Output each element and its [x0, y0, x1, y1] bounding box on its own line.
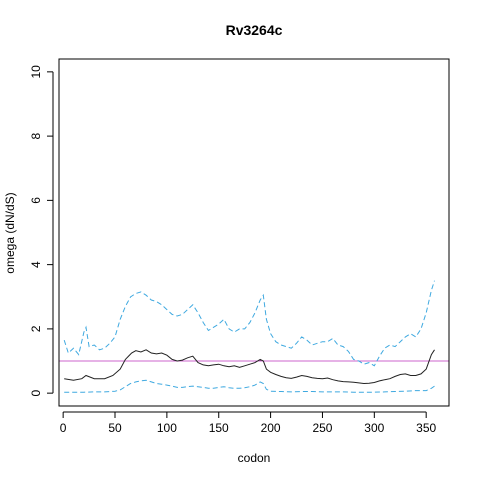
x-axis-label: codon: [238, 451, 271, 465]
y-tick-label: 4: [29, 261, 43, 268]
y-tick-label: 6: [29, 197, 43, 204]
chart-title: Rv3264c: [226, 22, 283, 38]
series-line-estimate: [64, 349, 435, 385]
y-tick-label: 8: [29, 132, 43, 139]
x-tick-label: 100: [157, 421, 177, 435]
x-tick-label: 0: [60, 421, 67, 435]
x-axis: 0 50 100 150 200 250 300 350: [60, 411, 437, 435]
plot-frame: [58, 58, 450, 407]
series-line-upper-bound: [63, 280, 435, 367]
series-line-lower-bound: [64, 379, 435, 393]
y-tick-label: 10: [29, 65, 43, 79]
plot-area: [59, 280, 449, 393]
y-axis: 0 2 4 6 8 10: [29, 65, 54, 396]
x-tick-label: 200: [261, 421, 281, 435]
x-tick-label: 250: [312, 421, 332, 435]
x-tick-label: 350: [416, 421, 436, 435]
x-tick-label: 300: [364, 421, 384, 435]
y-tick-label: 2: [29, 325, 43, 332]
y-axis-label: omega (dN/dS): [3, 192, 17, 273]
x-tick-label: 150: [209, 421, 229, 435]
y-tick-label: 0: [29, 389, 43, 396]
x-tick-label: 50: [108, 421, 122, 435]
